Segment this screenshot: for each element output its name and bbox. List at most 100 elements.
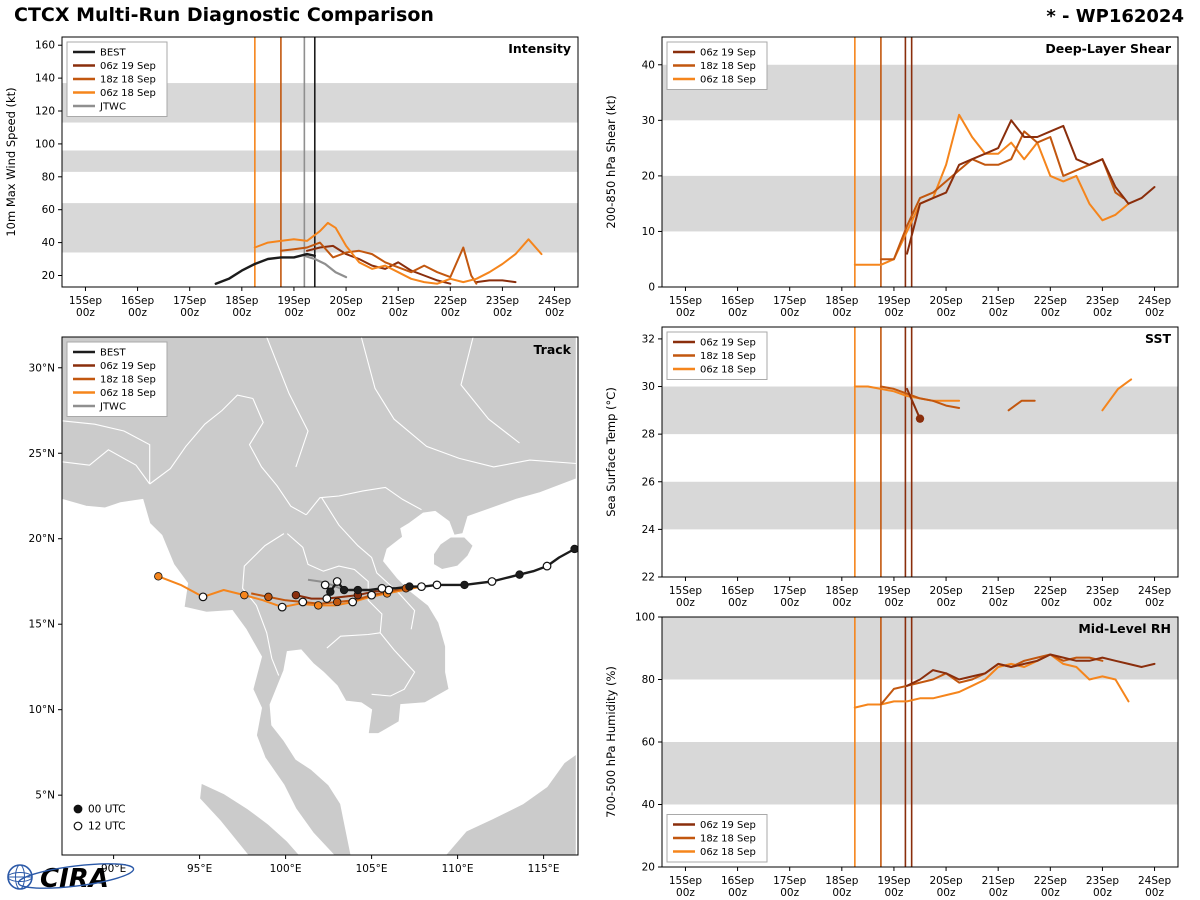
rh-panel-title: Mid-Level RH [1078, 621, 1171, 636]
x-tick-label: 21Sep 00z [982, 875, 1015, 899]
fix-12utc-marker [432, 580, 442, 590]
country-border [248, 398, 307, 516]
svg-text:06z 18 Sep: 06z 18 Sep [100, 388, 156, 399]
svg-text:18z 18 Sep: 18z 18 Sep [700, 351, 756, 362]
y-tick-label: 120 [35, 106, 55, 118]
svg-text:06z 19 Sep: 06z 19 Sep [100, 61, 156, 72]
shear-chart-svg: 0 10 20 30 40 15Sep 00z 16Sep 00z 17Sep 00z 18Sep 00… [604, 36, 1179, 319]
y-tick-label: 40 [42, 237, 55, 249]
fix-00utc-marker [460, 580, 469, 590]
lat-tick-label: 15°N [29, 619, 55, 631]
y-tick-label: 20 [642, 170, 655, 182]
x-tick-label: 15Sep 00z [69, 295, 102, 319]
x-tick-label: 17Sep 00z [173, 295, 206, 319]
lat-tick-label: 25°N [29, 448, 55, 460]
country-border [62, 420, 151, 484]
y-tick-label: 20 [42, 270, 55, 282]
category-band [62, 203, 578, 253]
series-rh-06z-19-sep [906, 653, 1156, 687]
rh-ylabel: 700-500 hPa Humidity (%) [604, 666, 618, 818]
orbit-ellipse [17, 863, 135, 889]
country-border [305, 486, 422, 516]
series-intensity-06z-18-sep [253, 221, 543, 285]
x-tick-label: 21Sep 00z [982, 295, 1015, 319]
globe-icon [7, 864, 33, 890]
y-tick-label: 100 [35, 138, 55, 150]
lat-tick-label: 5°N [35, 790, 55, 802]
x-tick-label: 20Sep 00z [929, 875, 962, 899]
category-band [662, 481, 1178, 530]
y-tick-label: 20 [642, 862, 655, 874]
country-border [149, 394, 254, 485]
lon-tick-label: 90°E [101, 863, 126, 875]
series-sst-18z-18-sep [1007, 399, 1036, 412]
shear-panel-title: Deep-Layer Shear [1045, 41, 1171, 56]
x-tick-label: 20Sep 00z [929, 585, 962, 609]
sst-panel-title: SST [1145, 331, 1171, 346]
lat-tick-label: 10°N [29, 704, 55, 716]
country-border [62, 449, 151, 485]
track-map-panel: 5°N 10°N 15°N 20°N 25°N 30°N 90°E 95°E 100°E 105°… [0, 330, 600, 882]
y-tick-label: 32 [642, 333, 655, 345]
y-tick-label: 30 [642, 381, 655, 393]
y-tick-label: 60 [642, 737, 655, 749]
landmass [199, 782, 301, 855]
chart-legend: BEST 06z 19 Sep 18z 18 Sep 06z 18 Sep JTWC [66, 341, 168, 417]
cira-logo: CIRA [4, 856, 154, 900]
x-tick-label: 18Sep 00z [825, 875, 858, 899]
series-sst-06z-18-sep [1101, 378, 1133, 412]
lat-tick-label: 20°N [29, 533, 55, 545]
y-tick-label: 28 [642, 429, 655, 441]
lon-tick-label: 95°E [187, 863, 212, 875]
y-tick-label: 80 [642, 674, 655, 686]
x-tick-label: 23Sep 00z [486, 295, 519, 319]
intensity-chart-svg: 20 40 60 80 100 120 140 160 15Sep 00z 16Sep 00z 17Se… [4, 36, 579, 319]
y-tick-label: 24 [642, 524, 656, 536]
svg-text:06z 18 Sep: 06z 18 Sep [700, 847, 756, 858]
y-tick-label: 80 [42, 171, 55, 183]
y-tick-label: 40 [642, 799, 655, 811]
fix-00utc-marker [515, 570, 524, 579]
sst-panel: 22 24 26 28 30 32 15Sep 00z 16Sep 00z 17Sep 00z 18Se… [600, 318, 1200, 610]
x-tick-label: 18Sep 00z [225, 295, 258, 319]
fix-00utc-marker [326, 587, 335, 596]
fix-00utc-marker [339, 585, 349, 595]
svg-text:06z 18 Sep: 06z 18 Sep [100, 88, 156, 99]
fix-00utc-marker [264, 592, 273, 602]
country-border [326, 632, 381, 649]
page-title: CTCX Multi-Run Diagnostic Comparison [14, 4, 434, 26]
fix-00utc-marker [405, 582, 414, 591]
series-rh-06z-18-sep [853, 653, 1130, 709]
y-tick-label: 26 [642, 476, 656, 488]
svg-text:06z 19 Sep: 06z 19 Sep [100, 361, 156, 372]
lon-tick-label: 105°E [356, 863, 388, 875]
x-tick-label: 16Sep 00z [721, 295, 754, 319]
chart-legend: 06z 19 Sep 18z 18 Sep 06z 18 Sep [666, 41, 768, 90]
landmass [62, 337, 577, 855]
country-border [266, 337, 309, 468]
storm-id-label: * - WP162024 [1046, 6, 1184, 27]
category-band [662, 617, 1178, 680]
svg-text:JTWC: JTWC [99, 402, 126, 413]
fix-12utc-marker [320, 580, 330, 590]
y-tick-label: 10 [642, 226, 655, 238]
fix-12utc-marker [277, 602, 287, 612]
fix-12utc-marker [198, 592, 208, 602]
y-tick-label: 100 [635, 612, 655, 624]
fix-00utc-marker [154, 572, 163, 581]
fix-00utc-marker [291, 590, 301, 600]
chart-legend: BEST 06z 19 Sep 18z 18 Sep 06z 18 Sep JTWC [66, 41, 168, 117]
mid-level-rh-panel: 20 40 60 80 100 15Sep 00z 16Sep 00z 17Sep 00z 18Sep… [600, 608, 1200, 900]
svg-text:18z 18 Sep: 18z 18 Sep [100, 375, 156, 386]
fix-12utc-marker [487, 577, 497, 586]
fix-00utc-marker [333, 597, 342, 607]
country-border [321, 497, 416, 630]
rh-chart-svg: 20 40 60 80 100 15Sep 00z 16Sep 00z 17Sep 00z 18Sep… [604, 612, 1179, 899]
deep-layer-shear-panel: 0 10 20 30 40 15Sep 00z 16Sep 00z 17Sep 00z 18Sep 00… [600, 28, 1200, 320]
category-band [662, 386, 1178, 435]
fix-00utc-marker [570, 544, 578, 554]
track-map-svg: 5°N 10°N 15°N 20°N 25°N 30°N 90°E 95°E 100°E 105°… [29, 336, 579, 875]
fix-12utc-marker [377, 583, 387, 593]
x-tick-label: 15Sep 00z [669, 295, 702, 319]
